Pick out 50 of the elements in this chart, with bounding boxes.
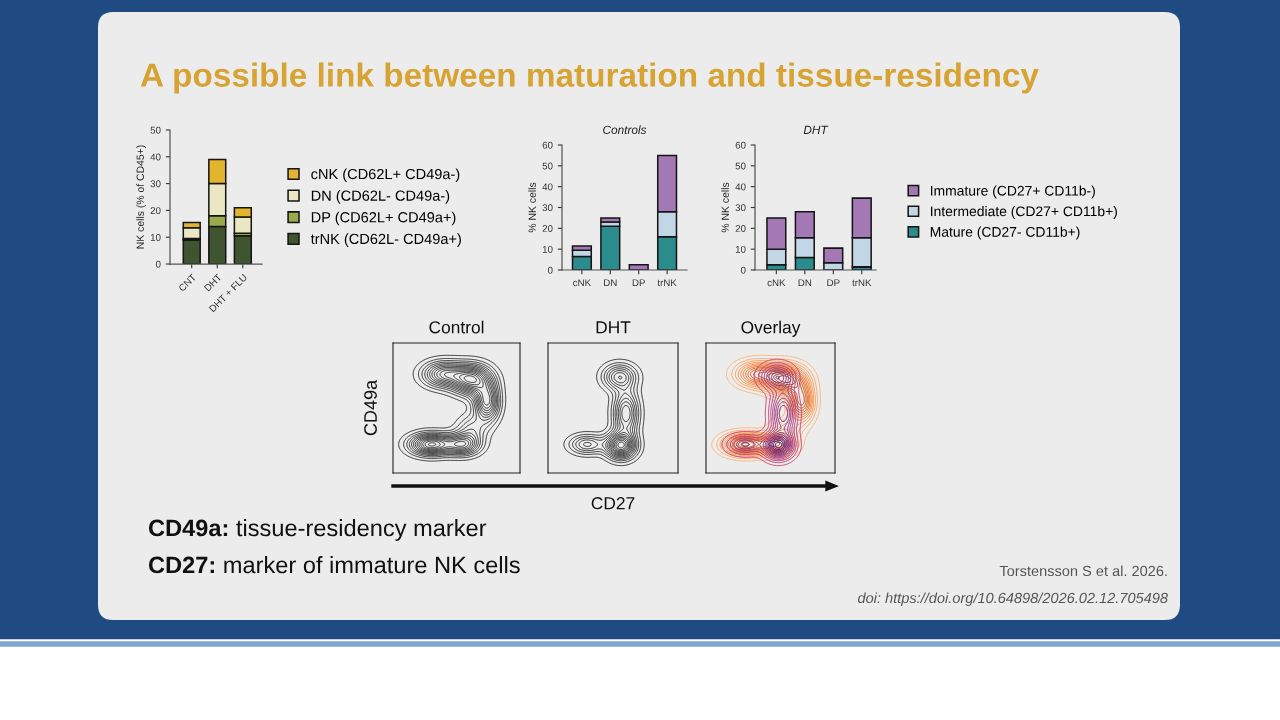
y-tick-label: 0 — [740, 266, 746, 274]
legend-label: DP (CD62L+ CD49a+) — [311, 211, 456, 226]
y-tick-label: 40 — [542, 183, 553, 191]
y-tick-label: 20 — [542, 225, 553, 232]
y-tick-label: 50 — [542, 162, 553, 170]
text: A possible link between maturation and tissue-residency — [140, 62, 1039, 94]
y-axis-title: % NK cells — [528, 182, 536, 233]
y-tick-label: 10 — [542, 245, 553, 253]
y-tick-label: 0 — [547, 266, 553, 274]
text: Control — [429, 320, 484, 334]
text: CD49a — [364, 379, 377, 436]
x-tick-label: trNK — [852, 279, 872, 287]
y-axis-title: % NK cells — [721, 182, 729, 233]
y-tick-label: 20 — [150, 207, 161, 215]
y-tick-label: 0 — [155, 260, 161, 268]
y-tick-label: 40 — [735, 183, 746, 191]
y-axis-title: NK cells (% of CD45+) — [136, 145, 146, 249]
y-tick-label: 40 — [150, 153, 161, 161]
text: CD27: marker of immature NK cells — [148, 555, 520, 574]
text: DHT — [596, 321, 631, 334]
x-tick-label: trNK — [657, 279, 677, 287]
y-tick-label: 60 — [542, 141, 553, 149]
chart-title: DHT — [803, 125, 829, 134]
legend-label: cNK (CD62L+ CD49a-) — [311, 168, 460, 183]
x-tick-label: DN — [798, 279, 812, 287]
legend-label: Intermediate (CD27+ CD11b+) — [930, 206, 1117, 219]
y-tick-label: 50 — [735, 162, 746, 170]
text: Overlay — [741, 320, 801, 337]
y-tick-label: 30 — [735, 204, 746, 212]
y-tick-label: 30 — [150, 180, 161, 188]
x-tick-label: DP — [632, 279, 645, 287]
y-tick-label: 50 — [150, 126, 161, 134]
y-tick-label: 30 — [542, 204, 553, 212]
legend-label: Mature (CD27- CD11b+) — [930, 226, 1080, 240]
text: CD49a: tissue-residency marker — [148, 518, 487, 541]
x-tick-label: cNK — [767, 279, 786, 287]
y-tick-label: 10 — [150, 233, 161, 241]
legend-label: Immature (CD27+ CD11b-) — [930, 185, 1095, 199]
x-tick-label: cNK — [573, 279, 591, 287]
y-tick-label: 20 — [735, 225, 746, 232]
y-tick-label: 10 — [735, 245, 746, 253]
legend-label: trNK (CD62L- CD49a+) — [310, 233, 461, 247]
text: doi: https://doi.org/10.64898/2026.02.12.705498 — [857, 592, 1168, 606]
x-tick-label: DN — [604, 279, 617, 287]
legend-label: DN (CD62L- CD49a-) — [311, 190, 450, 204]
chart-title: Controls — [603, 125, 647, 135]
x-tick-label: DP — [827, 279, 840, 287]
y-tick-label: 60 — [735, 141, 746, 149]
text: CD27 — [591, 497, 635, 510]
text: Torstensson S et al. 2026. — [999, 565, 1167, 577]
